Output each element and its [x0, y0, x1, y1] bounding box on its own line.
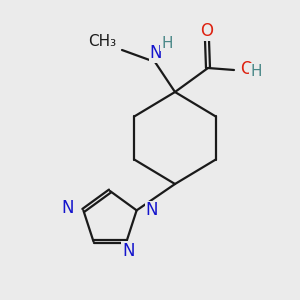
Text: N: N — [62, 199, 74, 217]
Text: H: H — [161, 35, 173, 50]
Text: N: N — [150, 44, 162, 62]
Text: O: O — [200, 22, 214, 40]
Text: H: H — [250, 64, 262, 79]
Text: N: N — [146, 201, 158, 219]
Text: N: N — [122, 242, 135, 260]
Text: O: O — [240, 60, 253, 78]
Text: CH₃: CH₃ — [88, 34, 116, 50]
